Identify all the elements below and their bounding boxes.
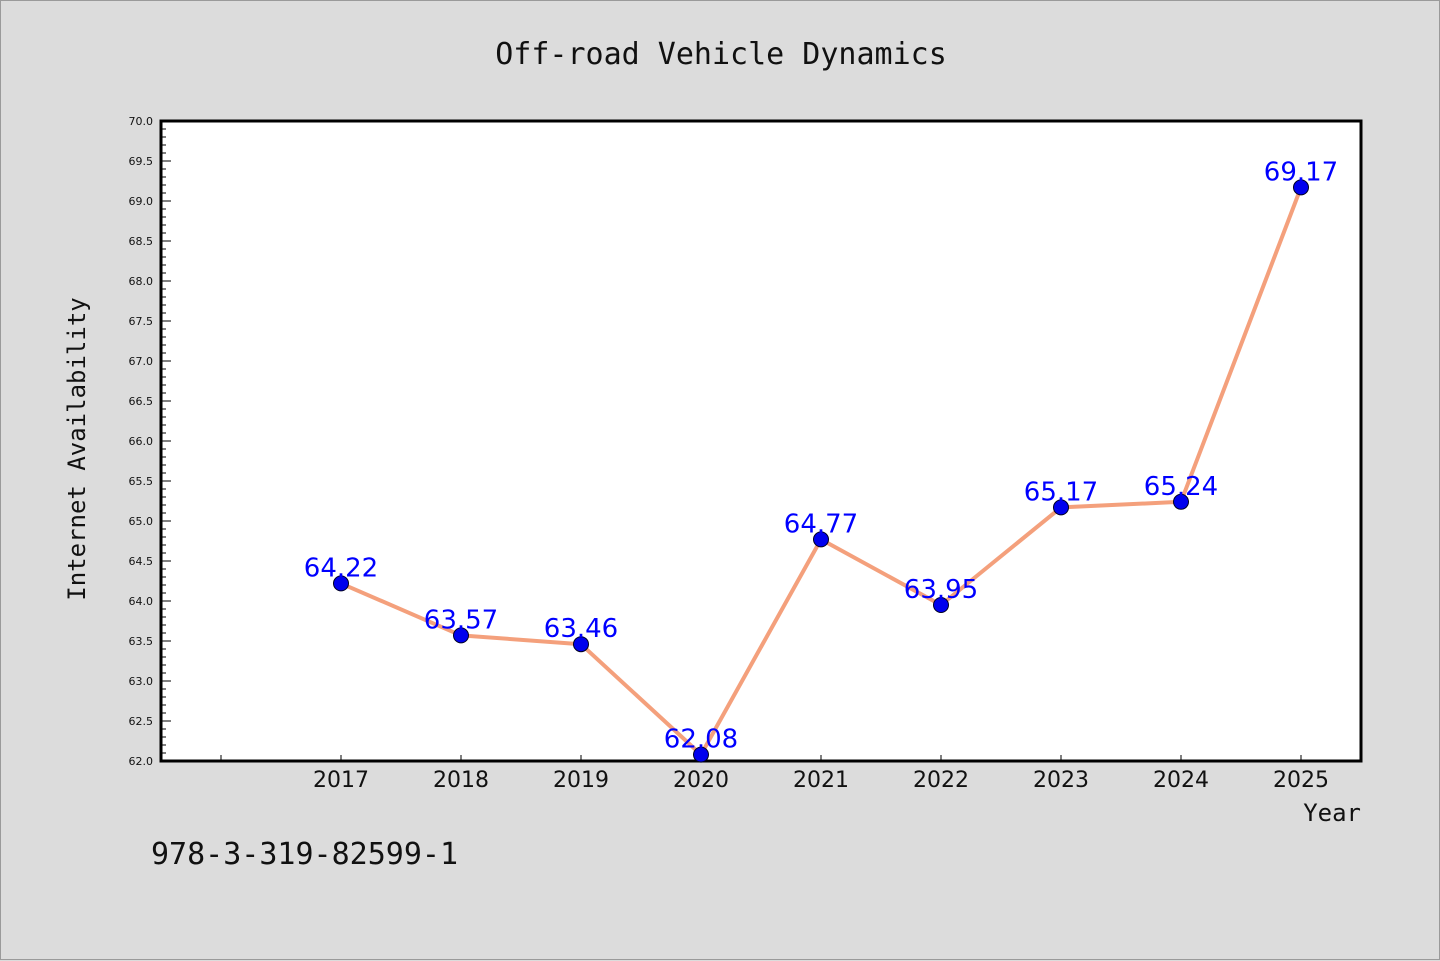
data-point	[1053, 499, 1069, 516]
x-tick-label: 2017	[313, 768, 369, 793]
data-label: 64.77	[784, 509, 858, 539]
y-tick-label: 67.5	[129, 315, 154, 328]
data-point	[693, 746, 709, 763]
data-label: 63.57	[424, 605, 498, 635]
x-axis-label: Year	[1303, 799, 1361, 827]
data-labels: 64.22 63.57 63.46 62.08 64.77 63.95 65.17 65.24…	[304, 157, 1338, 754]
data-label: 64.22	[304, 553, 378, 583]
y-tick-label: 62.0	[129, 755, 154, 768]
y-axis: 62.0 62.5 63.0 63.5 64.0 64.5 65.0 65.5 66.0 66.5…	[129, 115, 171, 768]
y-tick-label: 67.0	[129, 355, 154, 368]
data-label: 69.17	[1264, 157, 1338, 187]
isbn-text: 978-3-319-82599-1	[151, 837, 458, 872]
plot-area	[159, 119, 1363, 763]
y-tick-label: 63.5	[129, 635, 154, 648]
y-tick-label: 64.0	[129, 595, 154, 608]
data-label: 63.95	[904, 575, 978, 605]
data-point	[813, 531, 829, 548]
y-tick-label: 63.0	[129, 675, 154, 688]
y-tick-label: 64.5	[129, 555, 154, 568]
y-tick-label: 70.0	[129, 115, 154, 128]
y-tick-label: 68.0	[129, 275, 154, 288]
x-tick-label: 2025	[1273, 768, 1329, 793]
data-point	[1293, 179, 1309, 196]
y-tick-label: 66.0	[129, 435, 154, 448]
data-label: 62.08	[664, 725, 738, 755]
x-axis: 2017 2018 2019 2020 2021 2022 2023 2024 2025	[220, 755, 1329, 793]
data-point	[453, 627, 469, 644]
y-tick-label: 65.0	[129, 515, 154, 528]
data-point	[573, 636, 589, 653]
y-tick-label: 68.5	[129, 235, 154, 248]
y-tick-label: 69.0	[129, 195, 154, 208]
x-tick-label: 2019	[553, 768, 609, 793]
y-tick-label: 66.5	[129, 395, 154, 408]
data-point	[333, 575, 349, 592]
data-point	[1173, 493, 1189, 510]
data-label: 65.17	[1024, 477, 1098, 507]
y-tick-label: 69.5	[129, 155, 154, 168]
data-label: 63.46	[544, 614, 618, 644]
series-layer	[333, 179, 1309, 763]
y-tick-label: 65.5	[129, 475, 154, 488]
y-axis-label: Internet Availability	[63, 297, 91, 600]
x-tick-label: 2021	[793, 768, 849, 793]
x-tick-label: 2022	[913, 768, 969, 793]
x-tick-label: 2024	[1153, 768, 1209, 793]
chart-title: Off-road Vehicle Dynamics	[495, 37, 947, 72]
x-tick-label: 2023	[1033, 768, 1089, 793]
y-tick-label: 62.5	[129, 715, 154, 728]
x-tick-label: 2018	[433, 768, 489, 793]
x-tick-label: 2020	[673, 768, 729, 793]
data-point	[933, 597, 949, 613]
data-label: 65.24	[1144, 472, 1218, 502]
